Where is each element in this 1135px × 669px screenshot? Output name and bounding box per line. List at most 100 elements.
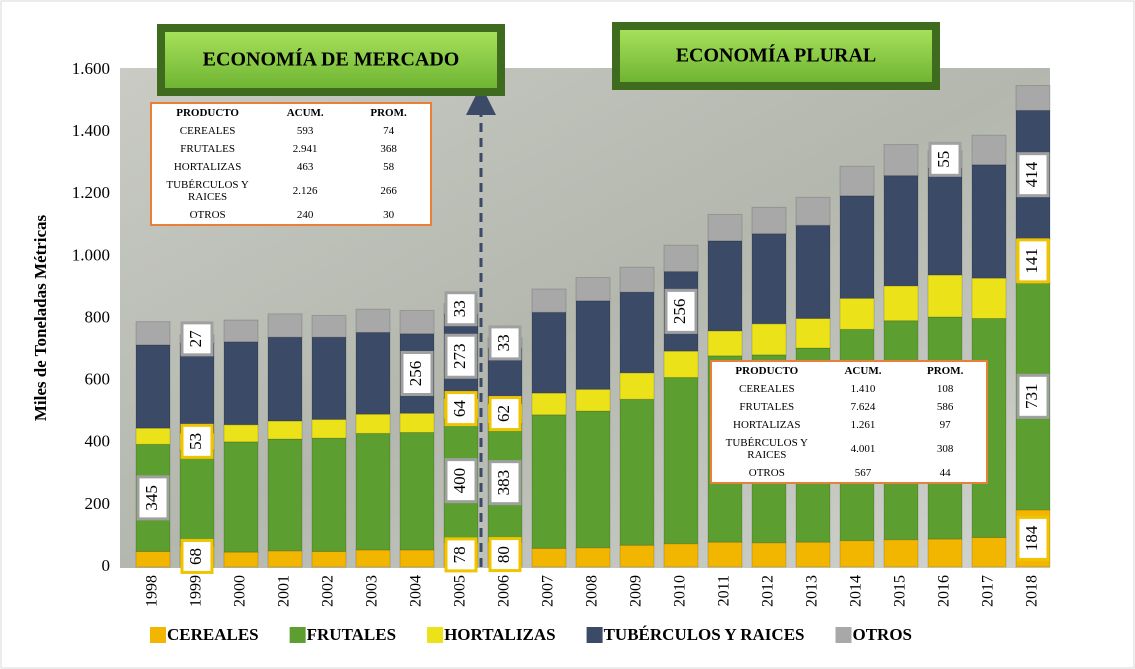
summary-table: PRODUCTOACUM.PROM.CEREALES1.410108FRUTAL…: [710, 360, 988, 484]
x-tick-label: 2002: [320, 575, 337, 607]
x-tick-label: 2010: [672, 575, 689, 607]
bar-segment: [576, 389, 610, 411]
bar-segment: [224, 320, 258, 342]
data-label: 731: [1022, 384, 1041, 410]
bar-segment: [180, 343, 214, 433]
bar-segment: [708, 542, 742, 567]
table-header: PRODUCTOACUM.PROM.: [152, 104, 430, 122]
table-cell: 44: [904, 464, 986, 482]
bar-segment: [224, 425, 258, 442]
data-label: 27: [186, 330, 205, 348]
bar-segment: [532, 548, 566, 567]
data-label: 55: [934, 151, 953, 168]
data-label: 78: [450, 546, 469, 563]
data-label: 80: [494, 546, 513, 563]
bar-segment: [224, 342, 258, 425]
bar-segment: [180, 450, 214, 546]
y-axis-title: Miles de Toneladas Métricas: [31, 214, 50, 421]
y-tick-label: 1.000: [72, 245, 110, 264]
legend-label: OTROS: [853, 625, 913, 644]
table-cell: 368: [347, 140, 430, 158]
banner-text: ECONOMÍA PLURAL: [676, 44, 877, 67]
table-cell: 567: [822, 464, 905, 482]
bar-segment: [620, 373, 654, 399]
table-cell: OTROS: [152, 206, 263, 224]
bar-segment: [752, 234, 786, 324]
bar-segment: [1016, 86, 1050, 111]
data-label: 33: [450, 300, 469, 317]
x-tick-label: 1998: [144, 575, 161, 607]
bar-segment: [268, 439, 302, 551]
bar-segment: [576, 301, 610, 390]
bar-segment: [312, 551, 346, 567]
table-cell: CEREALES: [712, 380, 822, 398]
table-cell: HORTALIZAS: [152, 158, 263, 176]
bar-segment: [884, 145, 918, 176]
bar-segment: [532, 289, 566, 312]
bar-segment: [928, 168, 962, 275]
table-cell: HORTALIZAS: [712, 416, 822, 434]
y-tick-label: 600: [85, 370, 111, 389]
table-header-cell: PROM.: [347, 104, 430, 122]
bar-segment: [972, 278, 1006, 318]
table-cell: 463: [263, 158, 347, 176]
bar-segment: [136, 551, 170, 567]
table: PRODUCTOACUM.PROM.CEREALES59374FRUTALES2…: [152, 104, 430, 224]
bar-segment: [400, 432, 434, 549]
x-tick-label: 2006: [496, 575, 513, 607]
x-tick-label: 2005: [452, 575, 469, 607]
bar-segment: [796, 197, 830, 225]
table-cell: OTROS: [712, 464, 822, 482]
bar-segment: [840, 196, 874, 299]
bar-segment: [928, 539, 962, 567]
bar-segment: [840, 166, 874, 196]
bar-segment: [884, 540, 918, 567]
x-tick-label: 2018: [1024, 575, 1041, 607]
bar-segment: [928, 275, 962, 317]
legend-swatch: [587, 627, 603, 643]
y-tick-label: 800: [85, 307, 111, 326]
table-cell: 30: [347, 206, 430, 224]
bar-segment: [224, 552, 258, 567]
legend-label: FRUTALES: [307, 625, 396, 644]
y-tick-label: 1.200: [72, 183, 110, 202]
data-label: 400: [450, 468, 469, 494]
bar-segment: [136, 345, 170, 428]
bar-segment: [620, 545, 654, 567]
table-cell: 586: [904, 398, 986, 416]
bar-segment: [752, 207, 786, 233]
table-header-cell: PROM.: [904, 362, 986, 380]
bar-segment: [136, 428, 170, 444]
table-header-cell: ACUM.: [263, 104, 347, 122]
bar-segment: [356, 332, 390, 414]
bar-segment: [312, 315, 346, 337]
table-cell: 593: [263, 122, 347, 140]
x-tick-label: 2001: [276, 575, 293, 607]
data-label: 141: [1022, 248, 1041, 274]
table-header-cell: ACUM.: [822, 362, 905, 380]
bar-segment: [796, 319, 830, 349]
bar-segment: [532, 393, 566, 415]
x-tick-label: 2007: [540, 575, 557, 607]
y-tick-label: 1.600: [72, 59, 110, 78]
x-tick-label: 2008: [584, 575, 601, 607]
legend-swatch: [290, 627, 306, 643]
y-tick-label: 1.400: [72, 121, 110, 140]
table-cell: CEREALES: [152, 122, 263, 140]
bar-segment: [840, 541, 874, 567]
table-cell: 1.261: [822, 416, 905, 434]
legend-swatch: [427, 627, 443, 643]
table-cell: 266: [347, 176, 430, 206]
bar-segment: [752, 543, 786, 567]
banner-text: ECONOMÍA DE MERCADO: [203, 48, 460, 71]
banner: ECONOMÍA PLURAL: [612, 22, 940, 90]
bar-segment: [664, 378, 698, 544]
table-cell: 7.624: [822, 398, 905, 416]
bar-segment: [620, 399, 654, 545]
bar-segment: [268, 337, 302, 421]
data-label: 256: [670, 299, 689, 325]
chart: Miles de Toneladas Métricas ECONOMÍA DE …: [0, 0, 1135, 669]
